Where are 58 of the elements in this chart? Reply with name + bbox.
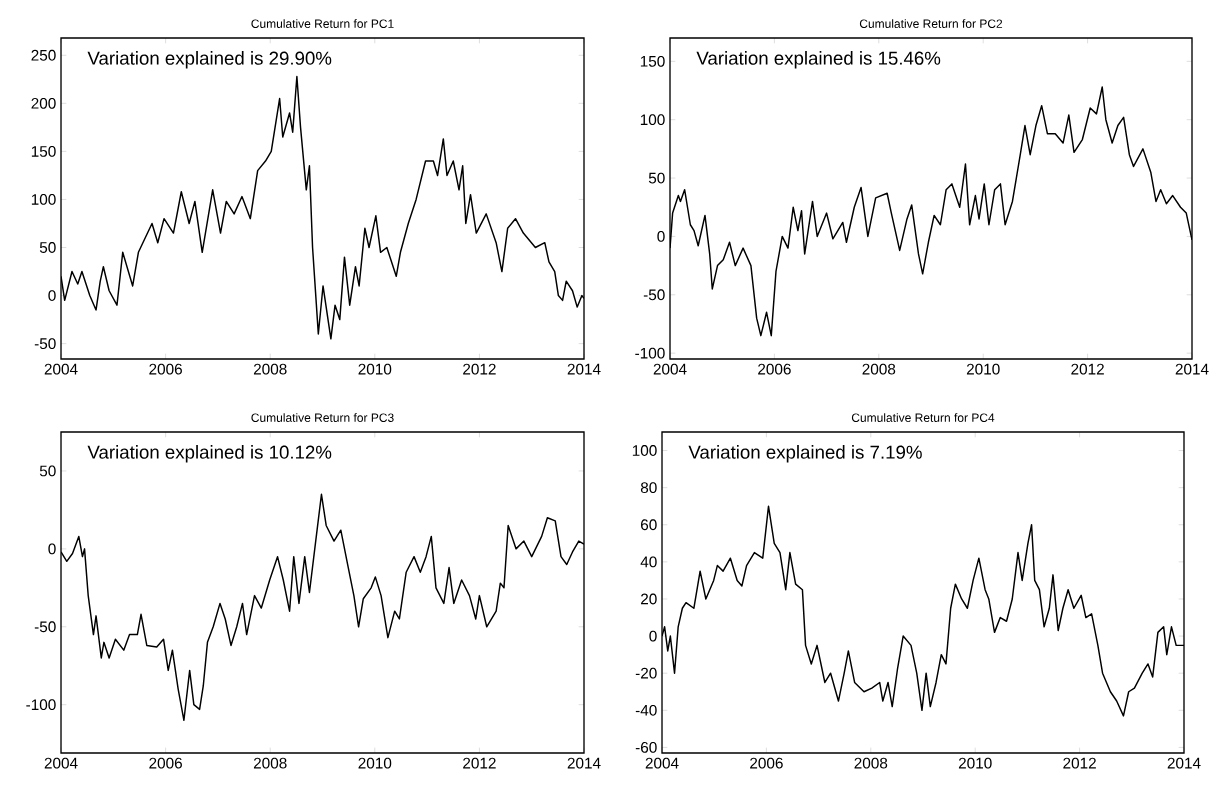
x-tick-label: 2008 <box>253 363 287 375</box>
y-tick-label: 150 <box>31 145 56 157</box>
y-tick-label: -40 <box>635 704 657 716</box>
y-tick-label: -100 <box>26 699 56 711</box>
x-tick-label: 2008 <box>862 363 896 375</box>
chart-title: Cumulative Return for PC4 <box>851 413 995 422</box>
y-tick-label: 100 <box>632 445 657 456</box>
chart-title: Cumulative Return for PC2 <box>859 19 1003 28</box>
x-tick-label: 2004 <box>44 363 78 375</box>
y-tick-label: 20 <box>641 593 657 605</box>
y-tick-label: -50 <box>34 338 56 350</box>
x-tick-label: 2012 <box>1063 757 1096 769</box>
x-tick-label: 2010 <box>358 363 392 375</box>
x-tick-label: 2004 <box>645 757 679 769</box>
y-tick-label: -20 <box>635 667 657 679</box>
y-tick-label: -100 <box>635 347 665 359</box>
x-tick-label: 2010 <box>966 363 1000 375</box>
x-tick-label: 2006 <box>149 363 182 375</box>
y-tick-label: 0 <box>649 630 657 642</box>
x-tick-label: 2004 <box>653 363 687 375</box>
annotation: Variation explained is 29.90% <box>87 51 332 69</box>
y-tick-label: -50 <box>643 289 665 301</box>
x-tick-label: 2006 <box>149 757 182 769</box>
y-tick-label: 0 <box>48 543 56 555</box>
y-tick-label: 0 <box>48 290 56 301</box>
x-tick-label: 2008 <box>854 757 888 769</box>
x-tick-label: 2012 <box>463 757 496 769</box>
x-tick-label: 2014 <box>1167 757 1201 769</box>
x-tick-label: 2014 <box>567 363 601 375</box>
y-tick-label: 80 <box>640 482 657 494</box>
y-tick-label: 200 <box>31 97 56 109</box>
y-tick-label: -60 <box>635 741 657 753</box>
x-tick-label: 2014 <box>1175 363 1209 375</box>
x-tick-label: 2012 <box>463 363 496 375</box>
y-tick-label: -50 <box>34 621 56 633</box>
x-tick-label: 2014 <box>567 757 601 769</box>
y-tick-label: 150 <box>640 55 665 67</box>
x-tick-label: 2010 <box>958 757 992 769</box>
y-tick-label: 60 <box>641 519 657 531</box>
y-tick-label: 250 <box>31 49 56 61</box>
annotation: Variation explained is 10.12% <box>87 445 332 463</box>
y-tick-label: 0 <box>657 231 665 242</box>
chart-title: Cumulative Return for PC1 <box>251 19 394 28</box>
y-tick-label: 50 <box>39 465 56 477</box>
chart-title: Cumulative Return for PC3 <box>251 413 394 422</box>
y-tick-label: 100 <box>640 114 665 126</box>
y-tick-label: 40 <box>640 556 657 568</box>
y-tick-label: 50 <box>648 172 665 184</box>
x-tick-label: 2008 <box>253 757 287 769</box>
annotation: Variation explained is 15.46% <box>696 51 941 69</box>
x-tick-label: 2006 <box>758 363 791 375</box>
x-tick-label: 2012 <box>1071 363 1104 375</box>
x-tick-label: 2004 <box>44 757 78 769</box>
y-tick-label: 50 <box>39 242 56 253</box>
annotation: Variation explained is 7.19% <box>688 445 922 463</box>
y-tick-label: 100 <box>31 194 56 205</box>
x-tick-label: 2006 <box>750 757 783 769</box>
x-tick-label: 2010 <box>358 757 392 769</box>
